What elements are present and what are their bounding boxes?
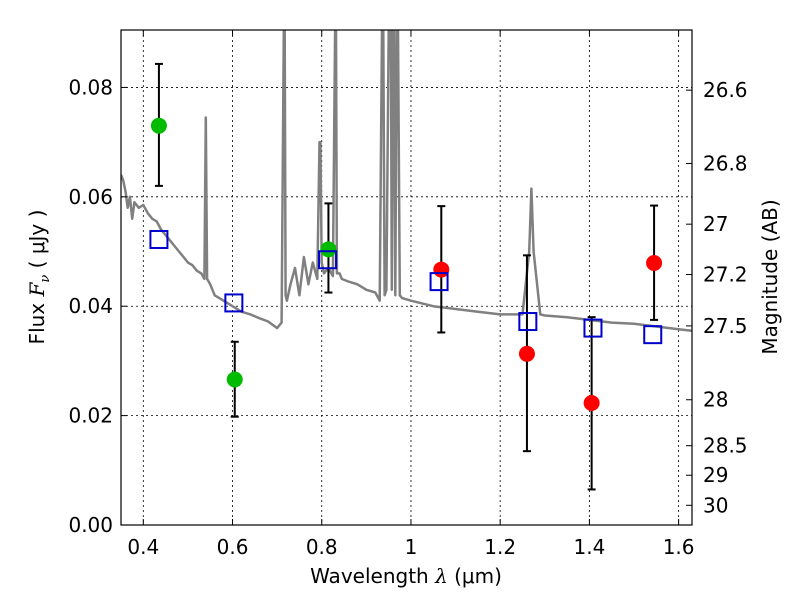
x-tick-label: 0.8: [306, 535, 338, 559]
y-tick-label: 0.08: [68, 75, 113, 99]
model-photometry-point: [429, 272, 449, 292]
green-photometry-point: [150, 117, 167, 134]
x-tick-label: 1.6: [663, 535, 695, 559]
green-photometry-point: [320, 241, 337, 258]
mag-tick-label: 27.2: [703, 262, 748, 286]
y-axis-title: Flux Fν ( μJy ): [25, 210, 53, 345]
mag-tick-label: 27.5: [703, 314, 748, 338]
axis-ticks: 0.4 0.6 0.8 1 1.2 1.4 1.6 0.00 0.02 0.04 0.06 0.08 2…: [68, 30, 748, 559]
error-bars: [154, 62, 659, 491]
model-photometry-point: [149, 229, 169, 249]
plot-frame: [120, 29, 693, 526]
sed-curve: [121, 30, 692, 333]
mag-tick-label: 30: [703, 493, 728, 517]
model-photometry-point: [643, 325, 663, 345]
x-axis-title: Wavelength λ (μm): [310, 564, 502, 588]
y-tick-label: 0.04: [68, 294, 113, 318]
sed-spectrum-line: [121, 30, 692, 333]
red-photometry-point: [583, 395, 600, 412]
mag-tick-label: 28: [703, 388, 728, 412]
y2-axis-title: Magnitude (AB): [758, 199, 782, 354]
model-photometry-point: [224, 293, 244, 313]
x-tick-label: 1.4: [573, 535, 605, 559]
x-tick-label: 1.2: [484, 535, 516, 559]
mag-tick-label: 27: [703, 212, 728, 236]
model-photometry-point: [583, 318, 603, 338]
x-tick-label: 0.4: [127, 535, 159, 559]
mag-tick-label: 26.8: [703, 151, 748, 175]
green-photometry-point: [226, 371, 243, 388]
red-photometry-point: [518, 345, 535, 362]
x-tick-label: 1: [405, 535, 418, 559]
model-photometry-point: [318, 250, 338, 270]
y-tick-label: 0.00: [68, 513, 113, 537]
red-photometry-point: [646, 255, 663, 272]
model-photometry-point: [518, 312, 538, 332]
mag-tick-label: 29: [703, 463, 728, 487]
y-tick-label: 0.02: [68, 404, 113, 428]
y-tick-label: 0.06: [68, 185, 113, 209]
x-tick-label: 0.6: [217, 535, 249, 559]
mag-tick-label: 28.5: [703, 434, 748, 458]
markers: [149, 117, 663, 412]
mag-tick-label: 26.6: [703, 78, 748, 102]
